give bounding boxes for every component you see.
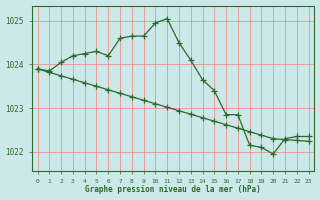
X-axis label: Graphe pression niveau de la mer (hPa): Graphe pression niveau de la mer (hPa) [85,185,261,194]
